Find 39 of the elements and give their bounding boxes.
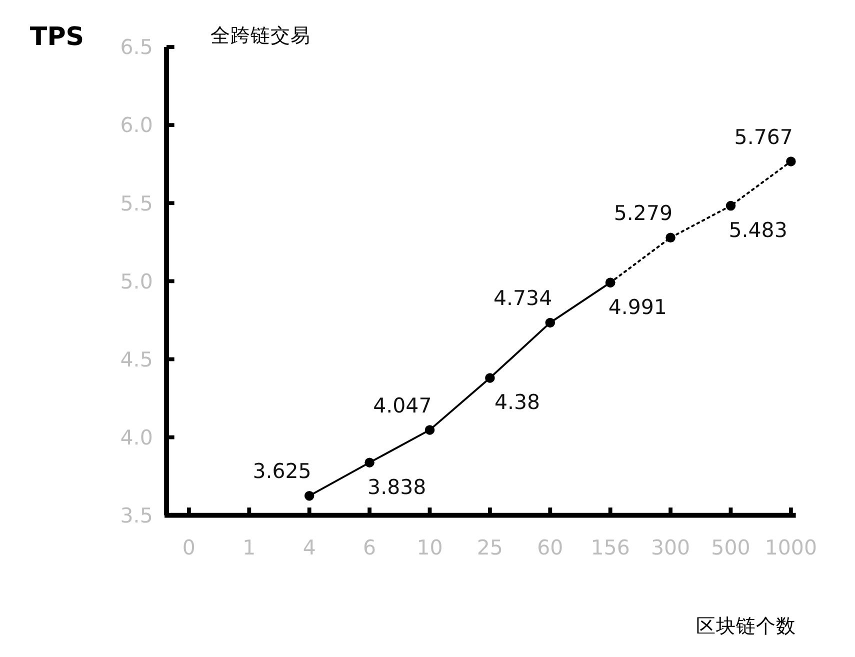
x-tick-label: 4 bbox=[302, 535, 316, 560]
data-label: 5.483 bbox=[728, 218, 788, 242]
y-tick-label: 5.0 bbox=[120, 269, 153, 294]
point bbox=[605, 278, 616, 288]
data-label: 3.625 bbox=[252, 459, 312, 484]
y-tick-label: 6.5 bbox=[120, 35, 153, 60]
data-label: 4.38 bbox=[494, 390, 540, 414]
point bbox=[424, 425, 435, 435]
x-tick-label: 6 bbox=[363, 535, 376, 560]
x-tick-label: 156 bbox=[590, 535, 630, 560]
data-label: 4.734 bbox=[494, 286, 552, 310]
x-tick-label: 300 bbox=[650, 535, 690, 560]
x-tick-label: 1 bbox=[242, 535, 256, 560]
x-tick-label: 1000 bbox=[764, 535, 817, 560]
x-tick-label: 500 bbox=[711, 535, 750, 560]
y-tick-label: 6.0 bbox=[120, 113, 153, 138]
data-label: 5.767 bbox=[734, 124, 793, 149]
point bbox=[666, 232, 676, 243]
x-axis-title: 区块链个数 bbox=[696, 614, 796, 638]
x-tick-label: 10 bbox=[416, 535, 443, 560]
chart-title: 全跨链交易 bbox=[210, 24, 310, 48]
data-label: 5.279 bbox=[614, 201, 673, 226]
point bbox=[304, 490, 314, 501]
x-tick-label: 60 bbox=[537, 535, 564, 560]
x-tick-label: 25 bbox=[476, 535, 503, 560]
y-tick-label: 4.0 bbox=[120, 425, 153, 450]
data-label: 3.838 bbox=[368, 474, 426, 499]
y-tick-label: 5.5 bbox=[120, 191, 153, 216]
point bbox=[485, 373, 495, 383]
data-label: 4.047 bbox=[373, 393, 432, 418]
point bbox=[545, 318, 556, 328]
y-axis-title: TPS bbox=[30, 21, 84, 52]
point bbox=[786, 156, 796, 166]
point bbox=[364, 458, 374, 468]
data-label: 4.991 bbox=[608, 294, 667, 319]
point bbox=[726, 200, 736, 211]
y-tick-label: 4.5 bbox=[120, 347, 153, 372]
y-tick-label: 3.5 bbox=[120, 504, 153, 528]
x-tick-label: 0 bbox=[182, 535, 196, 560]
